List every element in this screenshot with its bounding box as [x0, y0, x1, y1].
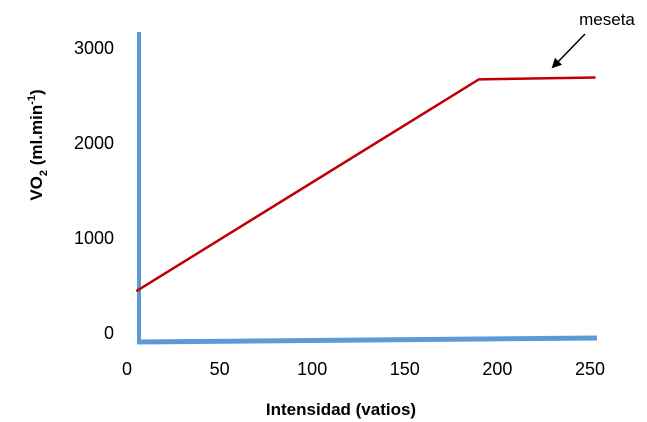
- x-tick-label: 150: [390, 359, 420, 379]
- meseta-annotation-label: meseta: [579, 10, 635, 29]
- x-tick-label: 200: [482, 359, 512, 379]
- x-tick-labels: 0 50 100 150 200 250: [122, 359, 605, 379]
- y-axis-title: VO2 (ml.min-1): [26, 89, 50, 200]
- y-axis-title-main: VO: [27, 176, 46, 201]
- x-tick-label: 0: [122, 359, 132, 379]
- x-tick-label: 100: [297, 359, 327, 379]
- y-axis-title-sub: 2: [38, 170, 50, 176]
- y-tick-labels: 0 1000 2000 3000: [74, 38, 114, 343]
- y-tick-label: 1000: [74, 228, 114, 248]
- y-tick-label: 3000: [74, 38, 114, 58]
- meseta-annotation-arrow: [551, 33, 586, 69]
- y-tick-label: 2000: [74, 133, 114, 153]
- x-tick-label: 50: [210, 359, 230, 379]
- x-axis-line: [136, 335, 598, 345]
- y-axis-title-sup: -1: [26, 95, 38, 105]
- y-axis-title-unit: (ml.min: [27, 105, 46, 170]
- y-tick-label: 0: [104, 323, 114, 343]
- x-axis-title: Intensidad (vatios): [266, 400, 416, 419]
- series-layer: [135, 76, 596, 293]
- annotation-layer: meseta: [551, 10, 635, 69]
- y-axis-title-unit-end: ): [27, 89, 46, 95]
- vo2-series-line: [135, 76, 596, 293]
- x-tick-label: 250: [575, 359, 605, 379]
